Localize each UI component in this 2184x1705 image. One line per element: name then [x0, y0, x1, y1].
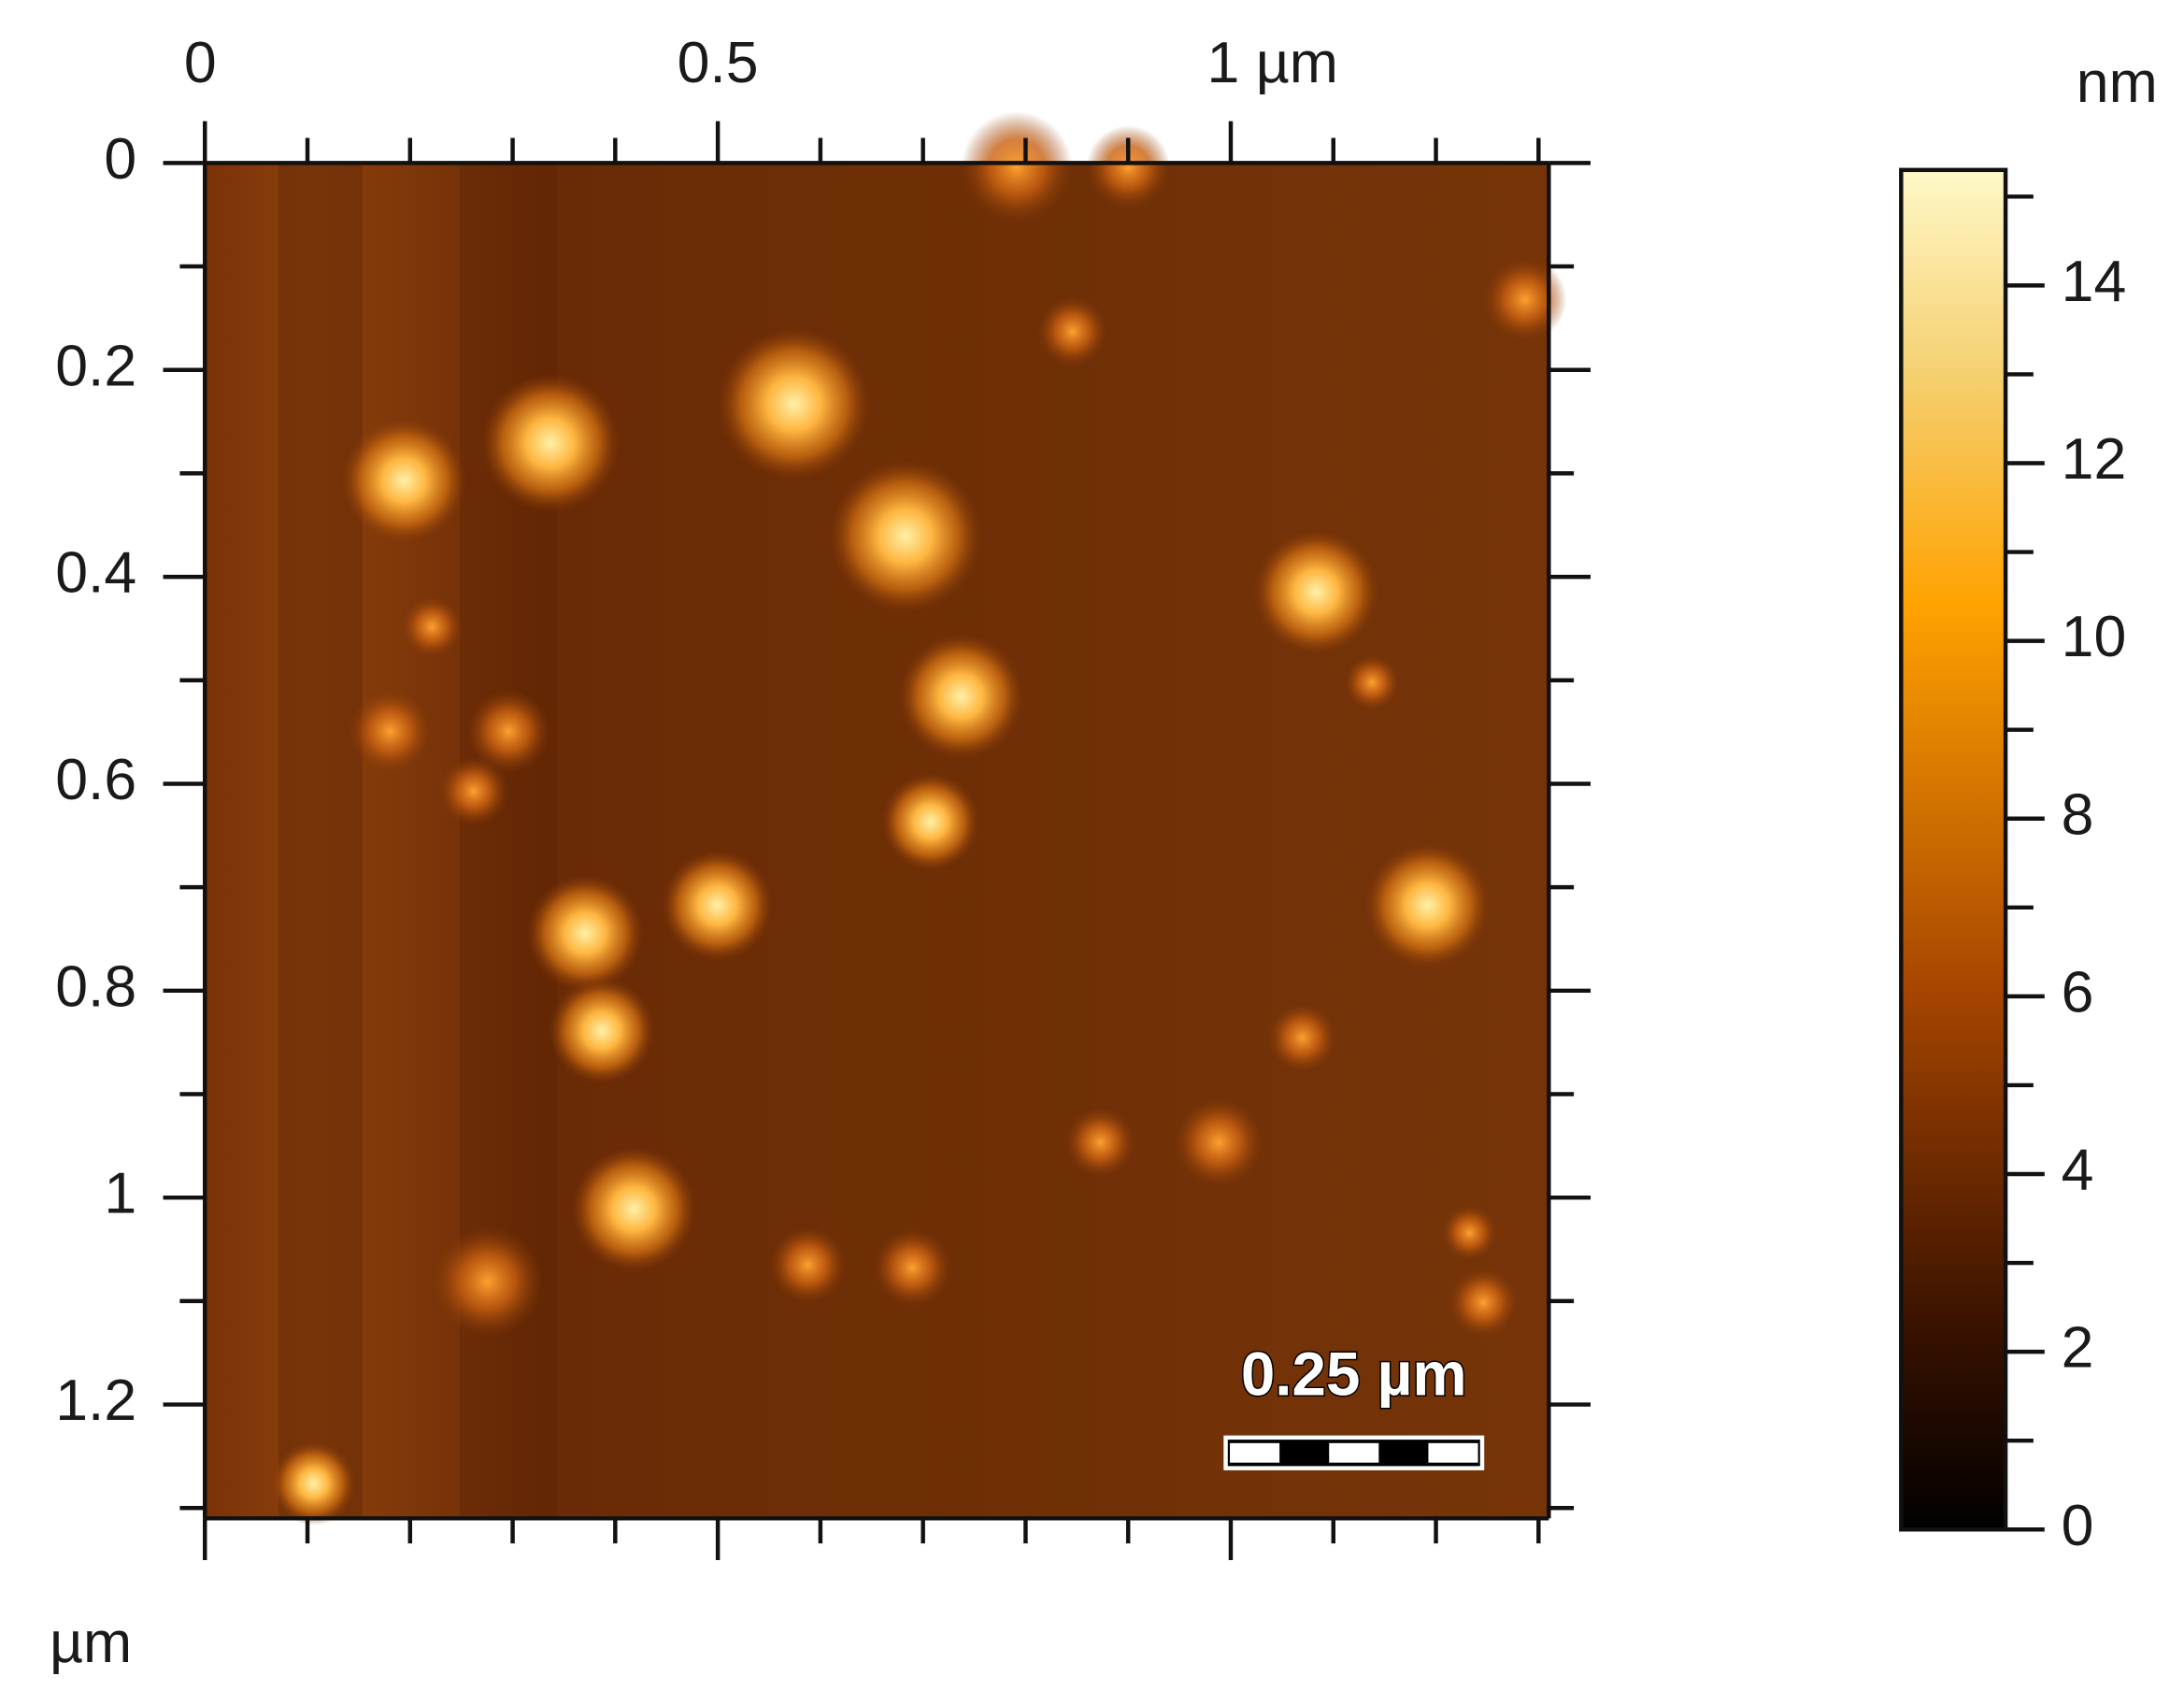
x-tick-label: 0	[184, 30, 217, 95]
y-axis-unit: µm	[50, 1610, 132, 1675]
x-tick-label: 0.5	[678, 30, 759, 95]
colorbar-tick-label: 14	[2062, 249, 2127, 314]
scale-bar: 0.25 µm	[1239, 1339, 1468, 1410]
y-tick-label: 0.6	[55, 747, 136, 812]
scale-bar-label: 0.25 µm	[1241, 1340, 1467, 1409]
colorbar-label: nm	[2077, 50, 2158, 115]
scale-bar-segment	[1230, 1442, 1280, 1463]
colorbar	[1899, 167, 2008, 1532]
colorbar-tick-label: 0	[2062, 1493, 2094, 1558]
x-tick-label: 1 µm	[1207, 30, 1338, 95]
y-tick-label: 0.8	[55, 953, 136, 1019]
colorbar-tick-label: 6	[2062, 959, 2094, 1024]
colorbar-tick-label: 8	[2062, 781, 2094, 847]
scale-bar-segment	[1428, 1442, 1478, 1463]
colorbar-tick-label: 10	[2062, 604, 2127, 669]
y-tick-label: 0.4	[55, 540, 136, 606]
y-tick-label: 1.2	[55, 1368, 136, 1433]
colorbar-tick-label: 2	[2062, 1315, 2094, 1381]
y-tick-label: 0	[104, 126, 136, 192]
scale-bar-segment	[1329, 1442, 1379, 1463]
colorbar-tick-label: 4	[2062, 1138, 2094, 1203]
afm-image	[205, 111, 1567, 1526]
y-tick-label: 1	[104, 1161, 136, 1226]
colorbar-tick-label: 12	[2062, 426, 2127, 492]
y-tick-label: 0.2	[55, 333, 136, 398]
